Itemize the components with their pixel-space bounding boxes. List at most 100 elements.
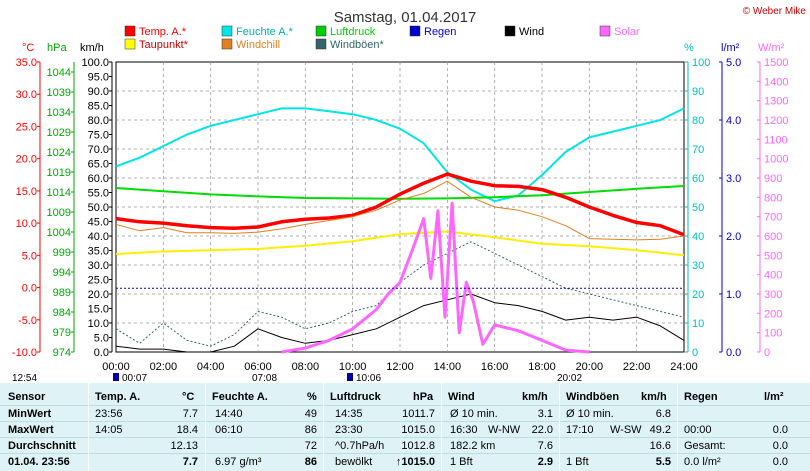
table-cell-temp_t: 14:05 <box>95 424 123 436</box>
solar-tick-label: 400 <box>764 270 782 282</box>
table-cell-hum_t: 14:40 <box>215 408 243 420</box>
x-tick-label: 14:00 <box>434 361 462 373</box>
legend-swatch <box>124 38 136 50</box>
table-cell-label: Durchschnitt <box>8 440 76 452</box>
table-cell-rain_v: 0.0 <box>772 456 788 468</box>
header-gust-unit: km/h <box>641 391 667 403</box>
wind-tick-label: 20.0 <box>88 289 109 301</box>
pressure-tick-label: 1019 <box>47 167 71 179</box>
table-cell-label: MaxWert <box>8 424 54 436</box>
humidity-unit-label: % <box>684 42 694 54</box>
pressure-tick-label: 1044 <box>47 67 71 79</box>
rain-tick-label: 4.0 <box>726 115 741 127</box>
table-cell-press_t: bewölkt <box>335 456 373 468</box>
rain-tick-label: 3.0 <box>726 173 741 185</box>
table-cell-temp_v: 18.4 <box>176 424 198 436</box>
pressure-tick-label: 974 <box>53 347 71 359</box>
marker-a <box>113 373 119 381</box>
table-cell-gust_v: 16.6 <box>649 440 671 452</box>
wind-tick-label: 35.0 <box>88 246 109 258</box>
table-cell-gust_b: W-SW <box>610 424 642 436</box>
rain-tick-label: 5.0 <box>726 57 741 69</box>
temp-tick-label: 35.0 <box>16 57 37 69</box>
pressure-tick-label: 1004 <box>47 227 71 239</box>
time-label-left: 12:54 <box>12 373 37 383</box>
series-lines <box>115 107 685 354</box>
rain-tick-label: 1.0 <box>726 289 741 301</box>
series-windchill <box>115 180 685 241</box>
legend-swatch <box>315 25 327 37</box>
legend-swatch <box>599 25 611 37</box>
copyright: © Weber Mike <box>743 6 807 17</box>
table-cell-gust_v: 6.8 <box>655 408 671 420</box>
solar-unit-label: W/m² <box>758 42 785 54</box>
solar-tick-label: 600 <box>764 231 782 243</box>
series-tempa <box>115 172 685 237</box>
humidity-tick-label: 30 <box>692 260 704 272</box>
x-tick-label: 24:00 <box>670 361 698 373</box>
table-cell-temp_v: 7.7 <box>182 408 198 420</box>
table-cell-hum_v: 72 <box>304 440 317 452</box>
table-cell-press_v: 1011.7 <box>402 408 435 420</box>
series-luftdruck <box>115 185 685 200</box>
solar-tick-label: 300 <box>764 289 782 301</box>
legend-swatch <box>315 38 327 50</box>
wind-tick-label: 10.0 <box>88 318 109 330</box>
header-press-unit: hPa <box>413 391 434 403</box>
header-sensor: Sensor <box>8 391 46 403</box>
solar-tick-label: 900 <box>764 173 782 185</box>
marker-c <box>347 373 353 381</box>
pressure-tick-label: 1014 <box>47 187 71 199</box>
table-cell-wind_a: Ø 10 min. <box>450 408 498 420</box>
table-cell-hum_t: 6.97 g/m³ <box>215 456 262 468</box>
solar-tick-label: 1200 <box>764 115 788 127</box>
table-cell-temp_v: 12.13 <box>170 440 198 452</box>
header-hum: Feuchte A. <box>212 391 268 403</box>
temp-tick-label: 0.0 <box>22 283 37 295</box>
temp-tick-label: 20.0 <box>16 154 37 166</box>
table-cell-label: MinWert <box>8 408 52 420</box>
wind-tick-label: 100.0 <box>81 57 109 69</box>
pressure-tick-label: 1034 <box>47 107 71 119</box>
axes: 35.0 30.0 25.0 20.0 15.0 10.0 5.0 0.0 -5.0 -10.0 1… <box>12 57 789 359</box>
pressure-tick-label: 984 <box>53 307 71 319</box>
table-cell-wind_v: 7.6 <box>537 440 553 452</box>
statistics-table: Sensor Temp. A. °C Feuchte A. % Luftdruc… <box>0 383 810 471</box>
temp-tick-label: 10.0 <box>16 218 37 230</box>
x-tick-labels: 00:00 02:00 04:00 06:00 08:00 10:00 12:00 14:00… <box>102 361 698 373</box>
temp-tick-label: -5.0 <box>18 315 37 327</box>
wind-tick-label: 50.0 <box>88 202 109 214</box>
legend-label: Windchill <box>236 39 280 51</box>
wind-tick-label: 80.0 <box>88 115 109 127</box>
humidity-tick-label: 0 <box>692 347 698 359</box>
wind-tick-label: 30.0 <box>88 260 109 272</box>
legend-label: Windböen* <box>330 39 385 51</box>
humidity-tick-label: 50 <box>692 202 704 214</box>
legend-label: Temp. A.* <box>139 26 187 38</box>
pressure-tick-label: 994 <box>53 267 71 279</box>
legend-swatch <box>409 25 421 37</box>
legend: Temp. A.* Feuchte A.* Luftdruck Regen Wind So… <box>124 25 640 51</box>
table-cell-wind_v: 3.1 <box>537 408 553 420</box>
table-cell-hum_v: 49 <box>304 408 317 420</box>
solar-tick-label: 100 <box>764 328 782 340</box>
header-rain: Regen <box>684 391 718 403</box>
x-tick-label: 20:00 <box>576 361 604 373</box>
wind-tick-label: 60.0 <box>88 173 109 185</box>
table-cell-press_t: ^0.7hPa/h <box>335 440 385 452</box>
solar-tick-label: 700 <box>764 212 782 224</box>
legend-swatch <box>504 25 516 37</box>
x-tick-label: 02:00 <box>150 361 178 373</box>
chart-title: Samstag, 01.04.2017 <box>334 9 477 26</box>
humidity-tick-label: 80 <box>692 115 704 127</box>
series-taupunkt <box>115 230 685 257</box>
table-cell-hum_v: 86 <box>304 424 317 436</box>
table-cell-press_t: 23:30 <box>335 424 363 436</box>
x-tick-label: 10:00 <box>339 361 367 373</box>
wind-tick-label: 65.0 <box>88 159 109 171</box>
pressure-tick-label: 1039 <box>47 87 71 99</box>
solar-tick-label: 500 <box>764 250 782 262</box>
pressure-tick-label: 989 <box>53 287 71 299</box>
legend-label: Luftdruck <box>330 26 376 38</box>
x-tick-label: 04:00 <box>197 361 225 373</box>
